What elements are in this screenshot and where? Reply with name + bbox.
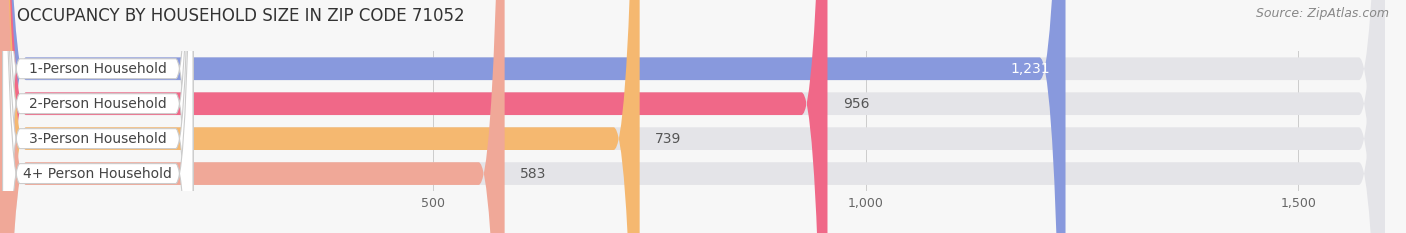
Text: 1,231: 1,231 [1011,62,1050,76]
FancyBboxPatch shape [0,0,505,233]
Text: 4+ Person Household: 4+ Person Household [24,167,173,181]
Text: 956: 956 [844,97,869,111]
Text: 1-Person Household: 1-Person Household [30,62,167,76]
FancyBboxPatch shape [3,0,193,233]
Text: 2-Person Household: 2-Person Household [30,97,167,111]
Text: Source: ZipAtlas.com: Source: ZipAtlas.com [1256,7,1389,20]
FancyBboxPatch shape [0,0,1066,233]
Text: 583: 583 [520,167,547,181]
FancyBboxPatch shape [3,0,193,233]
Text: OCCUPANCY BY HOUSEHOLD SIZE IN ZIP CODE 71052: OCCUPANCY BY HOUSEHOLD SIZE IN ZIP CODE … [17,7,464,25]
FancyBboxPatch shape [0,0,640,233]
FancyBboxPatch shape [3,0,193,233]
FancyBboxPatch shape [3,0,193,233]
Text: 3-Person Household: 3-Person Household [30,132,167,146]
FancyBboxPatch shape [0,0,828,233]
Text: 739: 739 [655,132,682,146]
